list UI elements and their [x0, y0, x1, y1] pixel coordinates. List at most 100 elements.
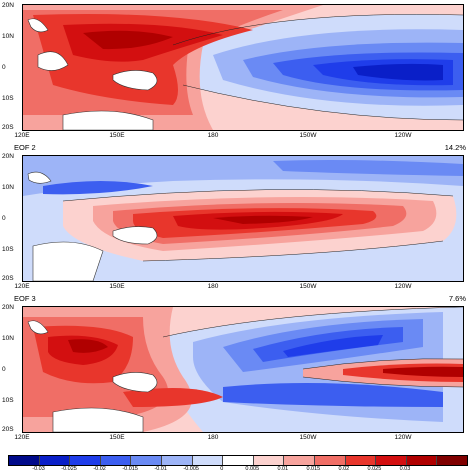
colorbar-tick-label: 0.02 [338, 466, 350, 472]
eof1-pos-5 [83, 30, 173, 50]
eof3-land-islands [27, 320, 49, 335]
eof3-percent: 7.6% [448, 294, 466, 303]
colorbar-tick-label: 0.01 [277, 466, 289, 472]
eof3-contour-b [302, 358, 463, 370]
eof3-title: EOF 3 [14, 294, 36, 303]
eof2-lat-label-2: 0 [2, 215, 6, 222]
eof2-lat-label-4: 20S [2, 275, 14, 282]
eof3-pos-east-3 [383, 366, 463, 377]
colorbar-swatch [406, 456, 438, 465]
eof2-lon-label-0: 120E [14, 283, 30, 290]
eof3-lat-label-0: 20N [2, 304, 14, 311]
eof2-percent: 14.2% [444, 143, 466, 152]
eof3-lon-label-4: 120W [394, 434, 412, 441]
colorbar-tick-label: 0.03 [399, 466, 411, 472]
eof1-lat-label-4: 20S [2, 124, 14, 131]
eof1-land-borneo [37, 51, 69, 71]
eof2-land-islands [27, 171, 52, 184]
eof1-lon-label-0: 120E [14, 132, 30, 139]
colorbar-tick-label: -0.005 [183, 466, 199, 472]
eof3-lon-label-2: 180 [207, 434, 219, 441]
colorbar-tick-label: -0.015 [122, 466, 138, 472]
colorbar-swatch [161, 456, 193, 465]
colorbar-swatch [70, 456, 101, 465]
eof2-lon-label-1: 150E [109, 283, 125, 290]
eof1-land-islands [27, 18, 49, 33]
eof2-map [22, 155, 464, 282]
eof2-land-australia [32, 241, 104, 281]
eof3-pos-south [123, 388, 223, 407]
eof2-lat-label-1: 10N [2, 184, 14, 191]
eof3-lat-label-4: 20S [2, 426, 14, 433]
eof3-neg-6 [223, 383, 443, 407]
eof2-panel: EOF 2 14.2% 20N 10N 0 10S 20S 120E 150E [0, 143, 474, 295]
eof2-neg-3 [273, 160, 463, 176]
eof1-lon-label-4: 120W [394, 132, 412, 139]
eof3-panel: EOF 3 7.6% [0, 294, 474, 446]
eof3-map [22, 306, 464, 433]
colorbar-swatch [39, 456, 71, 465]
colorbar-tick-label: 0.025 [367, 466, 382, 472]
eof3-contour-a [162, 307, 463, 338]
eof1-lat-label-0: 20N [2, 2, 14, 9]
eof1-lat-label-3: 10S [2, 95, 14, 102]
eof2-pos-6 [213, 215, 313, 224]
colorbar [8, 455, 468, 466]
eof3-lat-label-2: 0 [2, 366, 6, 373]
eof3-lon-label-3: 150W [299, 434, 317, 441]
colorbar-ticks: -0.03 -0.025 -0.02 -0.015 -0.01 -0.005 0 0.005 0… [8, 466, 466, 474]
colorbar-tick-label: 0 [220, 466, 224, 472]
colorbar-swatch [9, 456, 40, 465]
eof2-lon-label-3: 150W [299, 283, 317, 290]
eof2-lat-label-3: 10S [2, 246, 14, 253]
colorbar-tick-label: -0.025 [61, 466, 77, 472]
eof1-land-newguinea [112, 70, 158, 91]
eof3-lat-label-1: 10N [2, 335, 14, 342]
eof1-neg-6 [353, 63, 443, 81]
colorbar-swatch [437, 456, 467, 465]
eof1-lon-label-1: 150E [109, 132, 125, 139]
colorbar-swatch [345, 456, 377, 465]
colorbar-tick-label: 0.015 [306, 466, 321, 472]
eof1-contour-a [172, 14, 463, 46]
colorbar-swatch [314, 456, 346, 465]
colorbar-swatch [131, 456, 162, 465]
eof2-lon-label-4: 120W [394, 283, 412, 290]
eof2-contour-a [62, 189, 454, 202]
eof2-land-newguinea [112, 226, 158, 245]
eof3-pos-west-5 [68, 339, 108, 353]
colorbar-swatch [192, 456, 224, 465]
eof3-lon-label-1: 150E [109, 434, 125, 441]
eof3-contours [23, 307, 463, 432]
colorbar-tick-label: 0.005 [245, 466, 260, 472]
colorbar-swatch [253, 456, 285, 465]
eof1-contours [23, 5, 463, 130]
eof1-contour-b [182, 84, 463, 121]
eof3-lon-label-0: 120E [14, 434, 30, 441]
eof2-lon-label-2: 180 [207, 283, 219, 290]
colorbar-tick-label: -0.01 [154, 466, 167, 472]
colorbar-tick-label: -0.03 [32, 466, 45, 472]
colorbar-swatch [376, 456, 407, 465]
eof3-neg-5 [283, 335, 383, 357]
eof1-lat-label-2: 0 [2, 64, 6, 71]
eof1-lat-label-1: 10N [2, 33, 14, 40]
eof1-lon-label-2: 180 [207, 132, 219, 139]
eof1-land-australia [62, 110, 154, 130]
eof1-map [22, 4, 464, 131]
colorbar-swatch [223, 456, 254, 465]
colorbar-tick-label: -0.02 [93, 466, 106, 472]
eof3-lat-label-3: 10S [2, 397, 14, 404]
eof2-title: EOF 2 [14, 143, 36, 152]
eof1-lon-label-3: 150W [299, 132, 317, 139]
eof2-contours [23, 156, 463, 281]
eof3-land-newguinea [112, 372, 158, 393]
eof2-contour-b [142, 240, 444, 262]
colorbar-swatch [100, 456, 132, 465]
eof3-contour-c [302, 376, 463, 388]
colorbar-swatch [284, 456, 315, 465]
eof3-land-australia [52, 407, 144, 432]
eof2-neg-2 [43, 181, 153, 195]
eof2-lat-label-0: 20N [2, 153, 14, 160]
eof1-panel: 20N 10N 0 10S 20S 120E 150E 180 150W 120… [0, 0, 474, 148]
